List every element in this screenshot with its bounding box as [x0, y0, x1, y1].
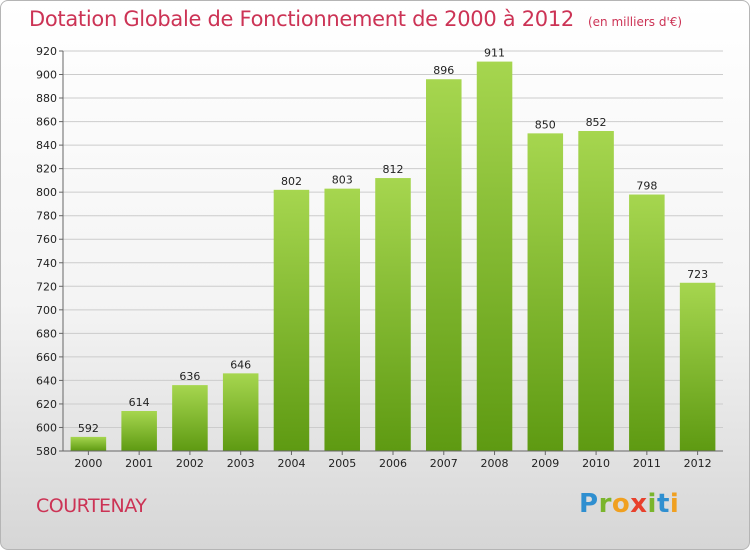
labels: 580 600 620 640 660 680 700 720 740 760 780 800 820 8…	[36, 45, 712, 470]
y-tick-label: 760	[36, 233, 57, 246]
bar-value-label: 896	[433, 64, 454, 77]
y-tick-label: 820	[36, 163, 57, 176]
bars	[70, 61, 716, 452]
logo-letter: o	[611, 489, 631, 519]
logo-letter: t	[656, 489, 670, 519]
bar	[578, 131, 614, 451]
bar-value-label: 911	[484, 47, 505, 60]
proxiti-logo: Proxiti	[579, 489, 679, 519]
x-tick-label: 2011	[633, 457, 661, 470]
bar-value-label: 802	[281, 175, 302, 188]
x-tick-label: 2010	[582, 457, 610, 470]
x-tick-label: 2009	[531, 457, 559, 470]
chart-title-text: Dotation Globale de Fonctionnement de 20…	[29, 7, 574, 31]
bar-value-label: 636	[179, 370, 200, 383]
bar	[172, 385, 208, 451]
y-tick-label: 840	[36, 139, 57, 152]
y-tick-label: 800	[36, 186, 57, 199]
x-tick-label: 2004	[277, 457, 305, 470]
x-tick-label: 2000	[74, 457, 102, 470]
x-tick-label: 2002	[176, 457, 204, 470]
bar-value-label: 803	[332, 174, 353, 187]
y-tick-label: 720	[36, 280, 57, 293]
x-tick-label: 2008	[481, 457, 509, 470]
y-tick-label: 660	[36, 351, 57, 364]
logo-letter: x	[630, 489, 648, 519]
bar-value-label: 850	[535, 118, 556, 131]
bar	[70, 436, 107, 451]
y-tick-label: 860	[36, 116, 57, 129]
bar-value-label: 592	[78, 422, 99, 435]
y-tick-label: 640	[36, 374, 57, 387]
logo-letter: P	[579, 489, 599, 519]
y-tick-label: 900	[36, 69, 57, 82]
logo-letter: r	[598, 489, 612, 519]
bar-value-label: 798	[636, 180, 657, 193]
bar	[527, 133, 564, 451]
y-tick-label: 700	[36, 304, 57, 317]
y-tick-label: 620	[36, 398, 57, 411]
bar	[476, 61, 513, 452]
bar	[273, 189, 310, 451]
bar	[324, 188, 360, 451]
bar	[121, 411, 157, 451]
logo-letter: i	[647, 489, 657, 519]
bar	[679, 282, 716, 451]
bar-value-label: 646	[230, 358, 251, 371]
y-tick-label: 680	[36, 327, 57, 340]
x-tick-label: 2001	[125, 457, 153, 470]
y-tick-label: 600	[36, 421, 57, 434]
x-tick-label: 2003	[227, 457, 255, 470]
chart-subtitle: (en milliers d'€)	[587, 15, 683, 29]
x-tick-label: 2007	[430, 457, 458, 470]
bar-value-label: 723	[687, 268, 708, 281]
commune-name: COURTENAY	[36, 495, 147, 517]
x-tick-label: 2006	[379, 457, 407, 470]
y-tick-label: 920	[36, 45, 57, 58]
logo-letter: i	[669, 489, 680, 519]
y-tick-label: 780	[36, 210, 57, 223]
bar	[426, 79, 462, 451]
chart-title: Dotation Globale de Fonctionnement de 20…	[29, 7, 682, 31]
bar	[375, 178, 411, 451]
bar-value-label: 614	[129, 396, 150, 409]
y-tick-label: 580	[36, 445, 57, 458]
x-tick-label: 2005	[328, 457, 356, 470]
bar-value-label: 852	[586, 116, 607, 129]
axes	[59, 50, 723, 455]
bar	[629, 194, 665, 451]
bar	[222, 373, 259, 451]
y-tick-label: 880	[36, 92, 57, 105]
bar-value-label: 812	[383, 163, 404, 176]
x-tick-label: 2012	[684, 457, 712, 470]
y-tick-label: 740	[36, 257, 57, 270]
